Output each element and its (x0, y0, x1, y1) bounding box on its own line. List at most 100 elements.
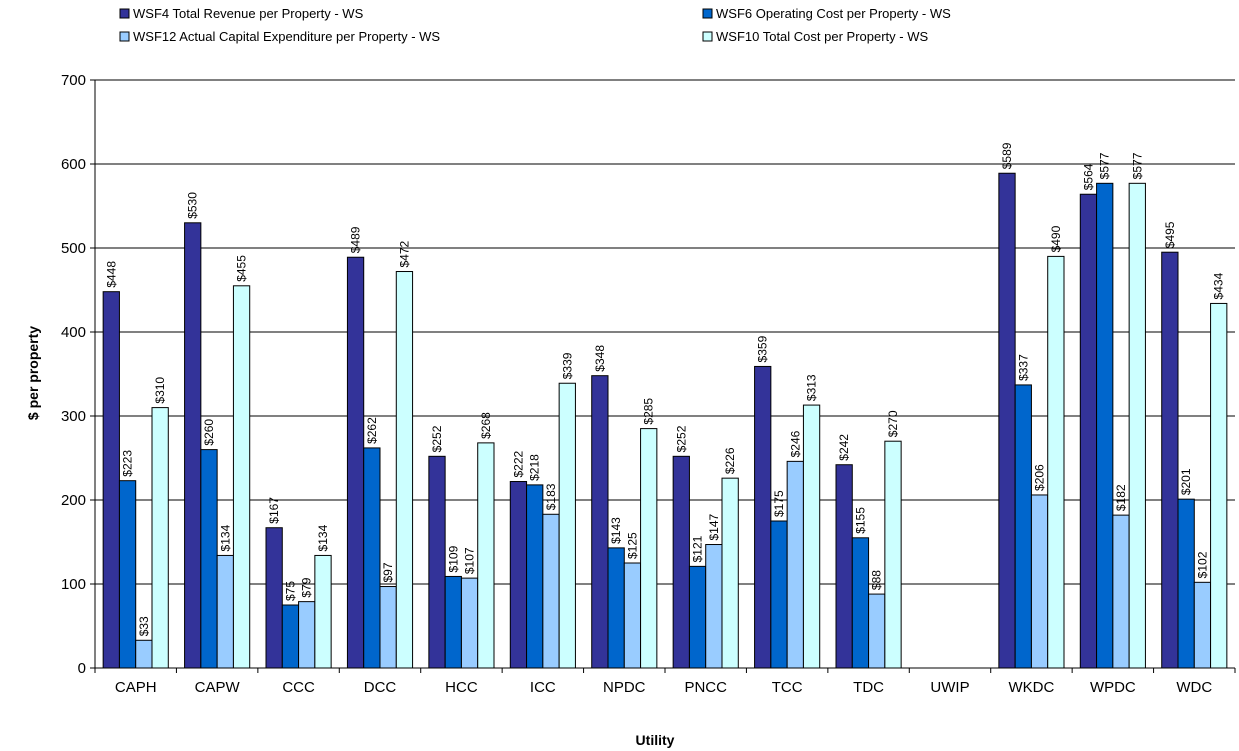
legend-label: WSF6 Operating Cost per Property - WS (716, 6, 951, 21)
data-label: $206 (1033, 464, 1047, 491)
data-label: $310 (153, 377, 167, 404)
legend-swatch (119, 8, 130, 19)
bar (851, 537, 870, 669)
bar (460, 577, 479, 669)
data-label: $33 (137, 616, 151, 636)
data-label: $270 (886, 410, 900, 437)
legend-label: WSF4 Total Revenue per Property - WS (133, 6, 364, 21)
bar (1047, 255, 1065, 669)
x-tick-label: CCC (282, 679, 315, 696)
bar (281, 604, 300, 669)
bar (884, 440, 902, 669)
data-label: $167 (267, 497, 281, 524)
y-tick-label: 100 (61, 576, 86, 593)
bar (118, 480, 137, 669)
data-label: $337 (1016, 354, 1030, 381)
x-tick-label: NPDC (603, 679, 646, 696)
data-label: $260 (202, 419, 216, 446)
legend-swatch (702, 8, 713, 19)
bar (265, 527, 283, 669)
data-label: $97 (381, 562, 395, 582)
data-label: $134 (316, 524, 330, 551)
y-tick-label: 300 (61, 408, 86, 425)
x-tick-label: UWIP (930, 679, 969, 696)
bars (102, 172, 1228, 669)
bar (477, 442, 495, 669)
data-label: $242 (837, 434, 851, 461)
x-tick-label: ICC (530, 679, 556, 696)
bar (363, 447, 381, 669)
data-label: $201 (1179, 468, 1193, 495)
x-tick-label: DCC (364, 679, 397, 696)
data-label: $472 (397, 240, 411, 267)
data-label: $252 (674, 425, 688, 452)
bar (1030, 494, 1049, 669)
data-label: $125 (625, 532, 639, 559)
data-label: $490 (1049, 225, 1063, 252)
data-label: $434 (1212, 272, 1226, 299)
bar (998, 172, 1016, 669)
data-label: $155 (853, 507, 867, 534)
data-label: $183 (544, 483, 558, 510)
bar (509, 481, 528, 669)
x-tick-label: WPDC (1090, 679, 1136, 696)
data-label: $134 (218, 524, 232, 551)
data-label: $455 (235, 255, 249, 282)
x-tick-label: CAPW (195, 679, 241, 696)
x-tick-labels: CAPH CAPW CCC DCC HCC ICC NPDC PNCC TCC TDC UWIP WK… (115, 679, 1212, 696)
bar (1193, 581, 1212, 669)
bar (802, 404, 821, 669)
bar (379, 586, 397, 669)
bar (558, 382, 576, 669)
data-label: $246 (788, 430, 802, 457)
data-label: $589 (1000, 142, 1014, 169)
data-label: $175 (772, 490, 786, 517)
bar (216, 554, 234, 669)
data-label: $285 (642, 398, 656, 425)
data-label: $577 (1098, 152, 1112, 179)
data-label: $147 (707, 513, 721, 540)
y-tick-label: 500 (61, 240, 86, 257)
legend-label: WSF10 Total Cost per Property - WS (716, 29, 928, 44)
y-tick-label: 0 (78, 660, 86, 677)
bar (672, 455, 690, 669)
bar (705, 544, 723, 669)
data-label: $348 (593, 345, 607, 372)
x-tick-label: WDC (1176, 679, 1212, 696)
data-label: $226 (723, 447, 737, 474)
bar (1079, 193, 1098, 669)
bar (1096, 182, 1114, 669)
data-label: $262 (365, 417, 379, 444)
y-axis-title: $ per property (25, 326, 41, 420)
x-tick-label: WKDC (1009, 679, 1055, 696)
data-label: $313 (805, 374, 819, 401)
data-label: $79 (300, 577, 314, 597)
x-axis-title: Utility (636, 732, 675, 748)
data-label: $143 (609, 517, 623, 544)
bar (151, 407, 169, 669)
data-label: $88 (870, 570, 884, 590)
legend-label: WSF12 Actual Capital Expenditure per Pro… (133, 29, 440, 44)
y-tick-label: 400 (61, 324, 86, 341)
bar (102, 291, 120, 669)
data-label: $448 (104, 261, 118, 288)
bar (786, 460, 804, 669)
bar (1177, 498, 1195, 669)
bar (770, 520, 788, 669)
bar (232, 285, 251, 669)
x-tick-label: HCC (445, 679, 478, 696)
y-tick-label: 600 (61, 156, 86, 173)
data-label: $107 (463, 547, 477, 574)
bar (868, 593, 886, 669)
data-label: $75 (283, 581, 297, 601)
bar (1161, 251, 1179, 669)
data-label: $577 (1130, 152, 1144, 179)
data-label: $182 (1114, 484, 1128, 511)
data-label: $222 (511, 450, 525, 477)
bar (623, 562, 642, 669)
bar (1128, 182, 1146, 669)
x-tick-label: TDC (853, 679, 884, 696)
bar (640, 428, 658, 669)
